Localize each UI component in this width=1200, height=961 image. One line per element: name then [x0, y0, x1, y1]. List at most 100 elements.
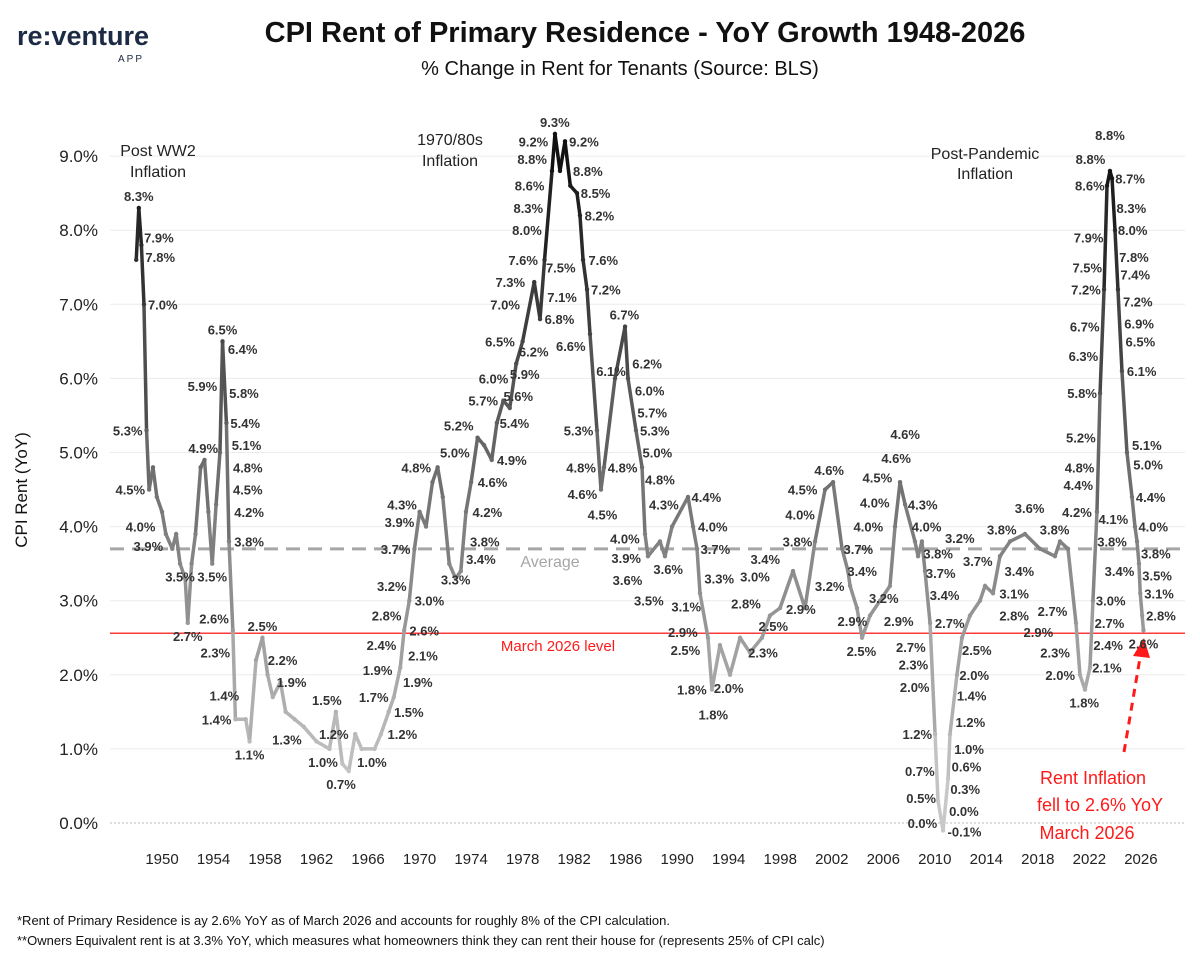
data-label: 2.5% — [847, 644, 877, 659]
data-point — [854, 605, 860, 611]
data-label: 5.3% — [564, 423, 594, 438]
x-tick-label: 1982 — [557, 851, 590, 868]
data-point — [220, 339, 225, 344]
series-segment — [202, 458, 211, 514]
data-point — [346, 768, 351, 774]
series-segment — [278, 680, 288, 714]
data-point — [1134, 539, 1140, 544]
data-point — [253, 657, 259, 663]
data-point — [292, 717, 297, 722]
data-label: 3.0% — [1096, 594, 1126, 609]
data-label: 1.2% — [319, 727, 349, 742]
data-label: 4.6% — [478, 475, 508, 490]
annotation-1970s-line2: Inflation — [422, 153, 478, 170]
data-point — [580, 257, 586, 263]
series-segment — [581, 258, 589, 292]
data-label: 2.7% — [1095, 616, 1125, 631]
y-tick-label: 9.0% — [59, 147, 98, 166]
data-label: 3.9% — [385, 515, 415, 530]
data-label: 3.8% — [1097, 534, 1127, 549]
data-label: 4.6% — [890, 427, 920, 442]
data-label: 4.0% — [785, 508, 815, 523]
data-label: 6.2% — [519, 345, 549, 360]
x-tick-label: 1994 — [712, 851, 745, 868]
y-tick-label: 1.0% — [59, 740, 98, 759]
series-segment — [407, 547, 417, 603]
data-label: 3.1% — [999, 586, 1029, 601]
data-point — [759, 635, 765, 640]
series-segment — [1135, 539, 1141, 566]
data-point — [830, 479, 836, 485]
data-label: 6.1% — [1127, 364, 1157, 379]
data-label: 1.5% — [312, 693, 342, 708]
data-point — [224, 420, 229, 426]
data-label: 2.7% — [896, 640, 926, 655]
data-point — [727, 672, 733, 677]
series-segment — [151, 465, 159, 499]
data-label: 4.8% — [608, 460, 638, 475]
data-point — [790, 568, 796, 574]
logo-subtext: APP — [118, 54, 144, 65]
series-segment — [626, 376, 638, 433]
data-point — [1082, 687, 1088, 692]
footnote-2: **Owners Equivalent rent is at 3.3% YoY,… — [17, 933, 825, 948]
series-segment — [948, 673, 959, 736]
data-point — [657, 539, 663, 544]
series-segment — [599, 465, 606, 492]
data-point — [154, 494, 160, 500]
data-label: 2.5% — [248, 619, 278, 634]
series-segment — [553, 132, 562, 173]
data-label: 3.7% — [701, 542, 731, 557]
series-segment — [991, 554, 1002, 596]
data-point — [927, 620, 933, 626]
data-point — [574, 190, 580, 196]
data-label: 8.8% — [573, 164, 603, 179]
series-segment — [575, 191, 582, 218]
data-label: 1.7% — [359, 690, 389, 705]
series-segment — [848, 584, 859, 610]
data-point — [233, 717, 238, 722]
data-point — [709, 687, 715, 692]
data-label: 5.6% — [503, 389, 533, 404]
data-point — [705, 635, 711, 640]
data-label: 5.1% — [1132, 438, 1162, 453]
footnote-1: *Rent of Primary Residence is ay 2.6% Yo… — [17, 913, 670, 928]
data-label: 3.0% — [415, 594, 445, 609]
data-label: 3.1% — [1144, 586, 1174, 601]
data-label: 2.4% — [367, 638, 397, 653]
data-label: 4.5% — [233, 483, 263, 498]
data-point — [557, 168, 563, 174]
data-point — [1065, 546, 1071, 552]
data-label: 2.9% — [1024, 625, 1054, 640]
series-segment — [334, 710, 345, 766]
data-point — [217, 450, 223, 455]
data-label: 8.3% — [124, 189, 154, 204]
data-label: 3.8% — [1141, 546, 1171, 561]
data-point — [453, 576, 458, 581]
data-label: 4.4% — [692, 490, 722, 505]
series-segment — [563, 139, 573, 188]
data-label: 1.2% — [902, 727, 932, 742]
series-segment — [578, 213, 585, 262]
y-tick-label: 2.0% — [59, 666, 98, 685]
data-label: 4.0% — [698, 520, 728, 535]
x-tick-label: 1962 — [300, 851, 333, 868]
series-segment — [247, 658, 258, 744]
data-label: 3.4% — [930, 588, 960, 603]
y-tick-label: 0.0% — [59, 814, 98, 833]
data-point — [625, 376, 631, 381]
series-segment — [379, 710, 391, 736]
data-point — [912, 539, 918, 544]
annotation-1970s-line1: 1970/80s — [417, 132, 483, 149]
series-segment — [189, 532, 198, 566]
data-label: 0.3% — [950, 782, 980, 797]
data-label: 2.5% — [758, 619, 788, 634]
data-label: 5.8% — [1067, 386, 1097, 401]
data-point — [747, 650, 753, 655]
data-point — [514, 361, 519, 366]
data-point — [265, 672, 270, 677]
data-label: -0.1% — [948, 824, 982, 839]
data-label: 8.0% — [1118, 223, 1148, 238]
data-point — [206, 509, 211, 514]
series-segment — [663, 524, 674, 558]
